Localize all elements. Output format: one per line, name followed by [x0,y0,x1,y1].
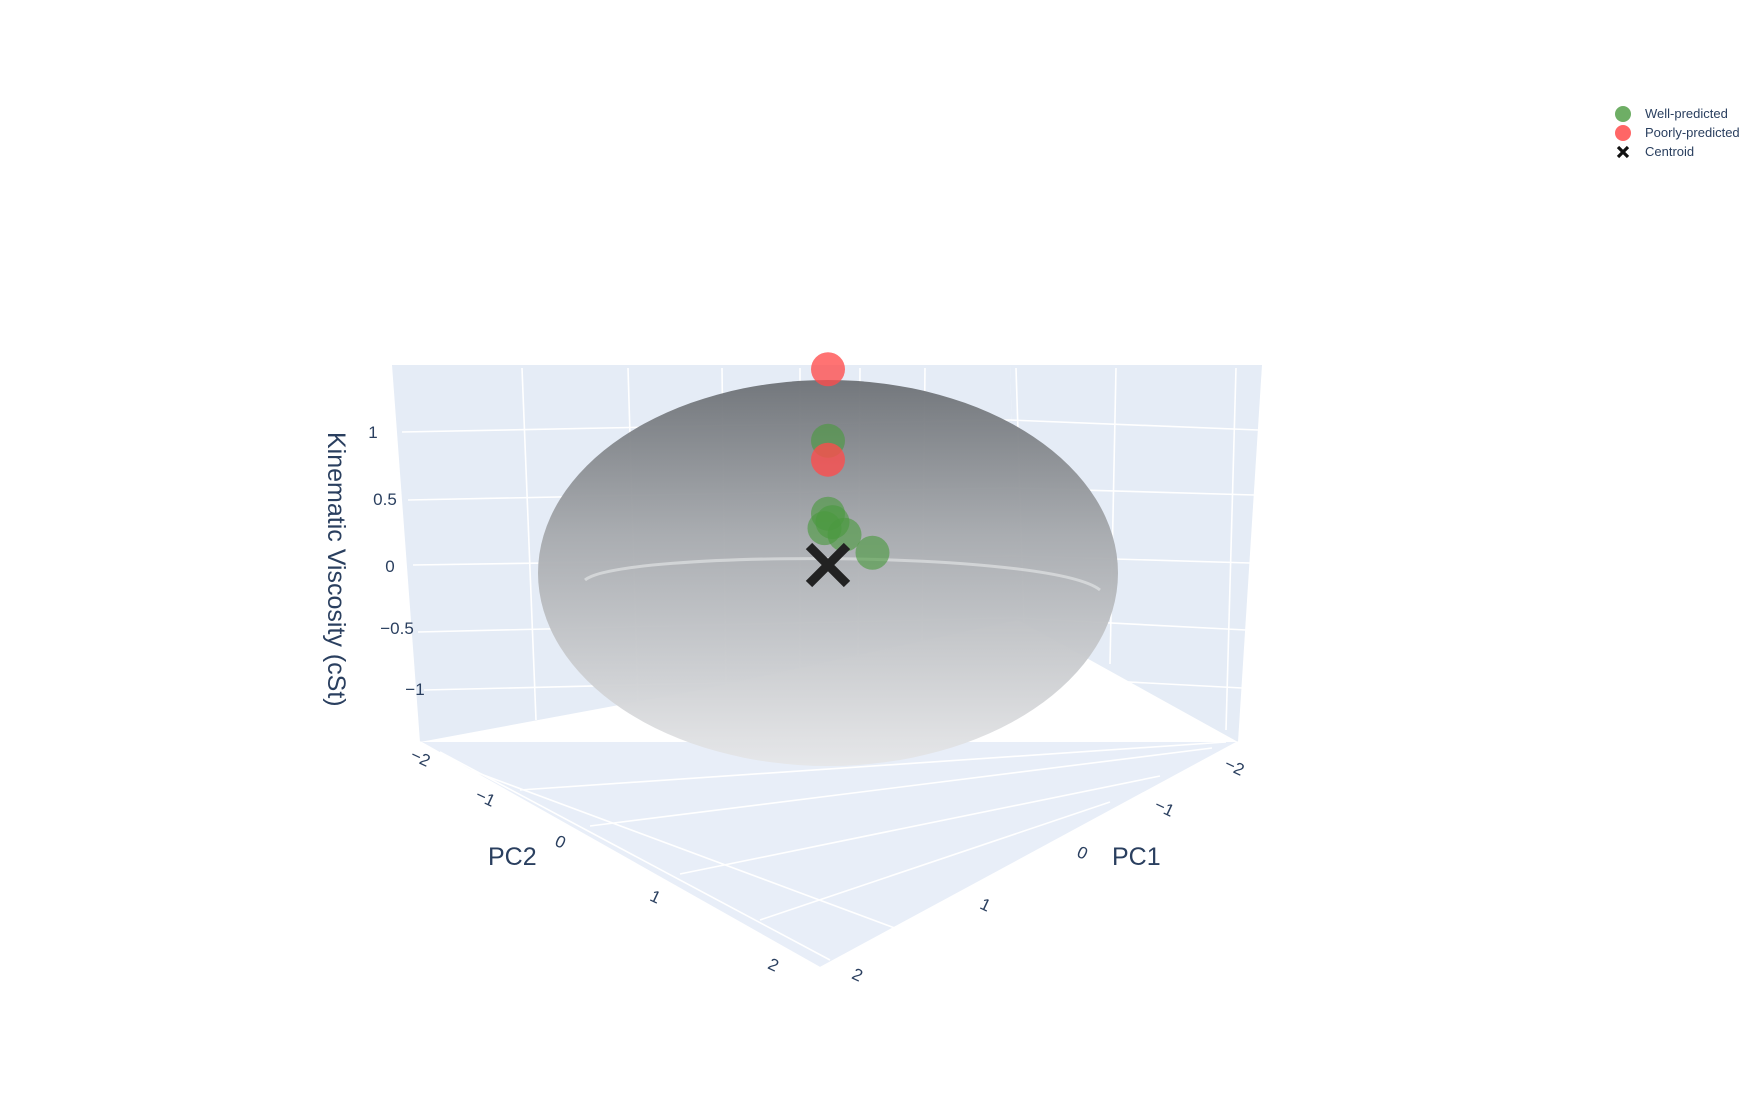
tick-label-pc2: 1 [647,886,664,907]
tick-label-pc1: 2 [849,964,866,985]
tick-label-pc2: 0 [552,831,569,852]
centroid-marker [805,542,851,588]
legend-item-poorly-predicted[interactable]: Poorly-predicted [1608,123,1748,142]
tick-label-z: 0.5 [373,490,397,509]
tick-label-z: 1 [368,423,377,442]
tick-label-z: −1 [405,680,424,699]
point-well-predicted [815,505,850,540]
gridline-floor [519,741,1227,791]
ellipsoid-surface [538,380,1118,766]
legend-item-well-predicted[interactable]: Well-predicted [1608,104,1748,123]
gridline-floor [439,751,831,961]
axis-title-pc2: PC2 [488,843,537,871]
tick-label-pc2: 2 [765,954,782,975]
legend: Well-predicted Poorly-predicted Centroid [1608,104,1748,161]
legend-swatch-centroid-x-icon [1615,144,1631,160]
axis-title-pc1: PC1 [1112,843,1161,871]
tick-label-z: −0.5 [380,619,414,638]
axis-title-z: Kinematic Viscosity (cSt) [322,432,350,707]
legend-label-well: Well-predicted [1645,106,1728,121]
legend-swatch-poor [1615,124,1631,141]
gridline-floor [469,769,901,931]
legend-label-centroid: Centroid [1645,144,1695,159]
markers-layer [805,352,890,588]
tick-label-pc1: 1 [977,894,994,915]
point-poorly-predicted [811,352,845,387]
point-poorly-predicted [811,442,845,477]
gridline-z [1009,419,1259,431]
legend-label-poor: Poorly-predicted [1645,125,1740,140]
tick-label-pc1: −1 [1152,795,1178,820]
legend-item-centroid[interactable]: Centroid [1608,142,1748,161]
gridline-pc2 [521,367,537,721]
tick-label-pc1: −2 [1222,754,1248,779]
floor [420,742,1238,968]
tick-label-pc2: −1 [473,785,499,810]
tick-label-z: 0 [385,557,394,576]
gridline-pc1 [1225,367,1237,731]
gridline-floor [589,747,1213,827]
tick-label-pc1: 0 [1074,842,1091,863]
gridline-floor [679,775,1161,875]
tick-label-pc2: −2 [408,745,434,770]
point-well-predicted [855,535,890,570]
legend-swatch-well [1615,105,1631,122]
axis-edges [419,741,1239,969]
